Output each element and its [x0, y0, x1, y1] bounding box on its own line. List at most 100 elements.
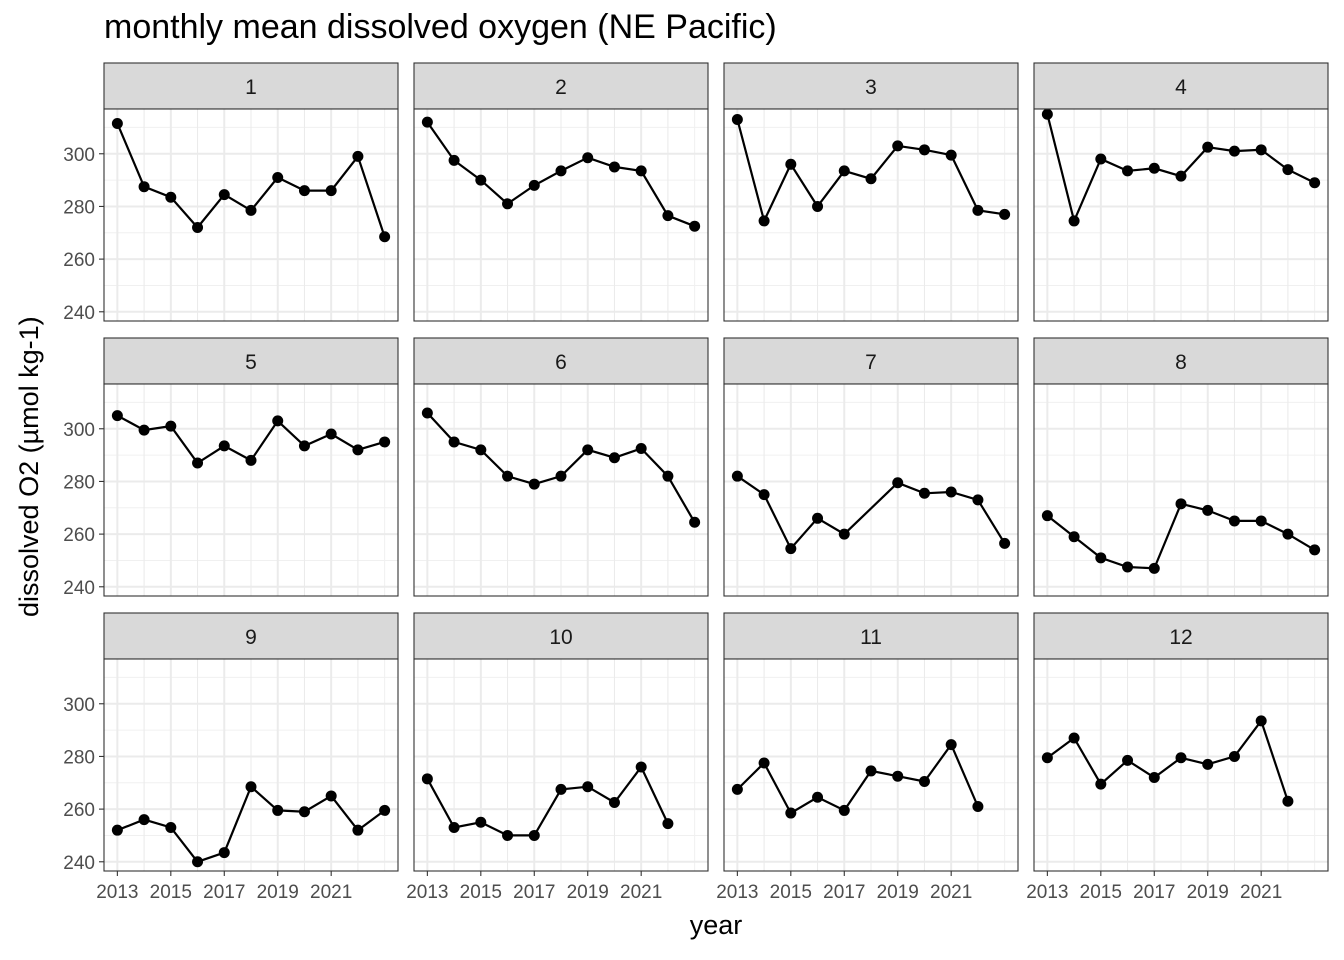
data-point	[945, 149, 957, 161]
data-point	[1255, 144, 1267, 156]
series-line	[736, 742, 979, 815]
data-point	[892, 140, 904, 152]
data-point	[1148, 162, 1160, 174]
x-tick-label: 2021	[310, 882, 352, 903]
y-tick-label: 260	[63, 525, 95, 546]
panel-border	[103, 383, 399, 597]
data-point	[1175, 752, 1187, 764]
chart-title: monthly mean dissolved oxygen (NE Pacifi…	[104, 8, 777, 46]
y-tick-label: 300	[63, 145, 95, 166]
data-point	[1122, 165, 1134, 177]
data-point	[918, 144, 930, 156]
panel-border	[413, 383, 709, 597]
facet-panel-10: 10 2013 2015 2017 2019 2021	[406, 612, 709, 903]
x-tick-label: 2021	[620, 882, 662, 903]
facet-strip-label: 5	[245, 351, 257, 374]
data-point	[555, 470, 567, 482]
data-point	[272, 804, 284, 816]
data-point	[379, 804, 391, 816]
data-point	[972, 204, 984, 216]
data-point	[1228, 145, 1240, 157]
data-point	[662, 470, 674, 482]
data-point	[502, 198, 514, 210]
data-point	[812, 512, 824, 524]
panel-border	[413, 108, 709, 322]
data-point	[218, 440, 230, 452]
data-point	[945, 486, 957, 498]
x-tick-label: 2017	[1133, 882, 1175, 903]
data-point	[785, 543, 797, 555]
data-point	[555, 165, 567, 177]
x-tick-label: 2019	[1187, 882, 1229, 903]
facet-strip-label: 6	[555, 351, 567, 374]
facet-panel-1: 1 240 260 280 300	[63, 62, 399, 324]
data-point	[1068, 531, 1080, 543]
data-point	[812, 791, 824, 803]
data-point	[298, 185, 310, 197]
facet-strip-label: 1	[245, 76, 257, 99]
data-point	[689, 220, 701, 232]
data-point	[138, 424, 150, 436]
data-point	[758, 757, 770, 769]
panel-border	[103, 108, 399, 322]
facet-panel-3: 3	[723, 62, 1019, 322]
data-point	[421, 116, 433, 128]
data-point	[972, 800, 984, 812]
facet-strip-label: 11	[860, 626, 882, 649]
series-line	[736, 475, 1006, 551]
x-tick-label: 2017	[203, 882, 245, 903]
data-point	[352, 824, 364, 836]
data-point	[475, 816, 487, 828]
data-point	[662, 818, 674, 830]
data-point	[812, 200, 824, 212]
facet-panel-4: 4	[1033, 62, 1329, 322]
x-tick-label: 2013	[716, 882, 758, 903]
facet-strip	[413, 337, 709, 385]
data-point	[731, 470, 743, 482]
panel-border	[413, 658, 709, 872]
facet-strip-label: 3	[865, 76, 877, 99]
data-point	[582, 152, 594, 164]
data-point	[972, 494, 984, 506]
data-point	[272, 415, 284, 427]
data-point	[608, 161, 620, 173]
data-point	[608, 797, 620, 809]
data-point	[111, 824, 123, 836]
data-point	[352, 150, 364, 162]
data-point	[1095, 153, 1107, 165]
data-point	[731, 114, 743, 126]
data-point	[528, 478, 540, 490]
y-tick-label: 300	[63, 420, 95, 441]
data-point	[1041, 108, 1053, 120]
data-point	[1202, 141, 1214, 153]
data-point	[838, 528, 850, 540]
facet-strip-label: 4	[1175, 76, 1187, 99]
panel-border	[723, 108, 1019, 322]
data-point	[785, 158, 797, 170]
data-point	[582, 781, 594, 793]
data-point	[999, 537, 1011, 549]
data-point	[448, 822, 460, 834]
y-tick-label: 260	[63, 800, 95, 821]
x-tick-label: 2021	[1240, 882, 1282, 903]
data-point	[555, 783, 567, 795]
data-point	[582, 444, 594, 456]
data-point	[138, 814, 150, 826]
data-point	[662, 210, 674, 222]
x-tick-label: 2015	[1080, 882, 1122, 903]
data-point	[1095, 552, 1107, 564]
facet-strip	[1033, 337, 1329, 385]
facet-strip	[103, 612, 399, 660]
facet-strip-label: 2	[555, 76, 567, 99]
facet-panel-5: 5 240 260 280 300	[63, 337, 399, 599]
data-point	[1068, 732, 1080, 744]
data-point	[838, 165, 850, 177]
data-point	[325, 428, 337, 440]
data-point	[608, 452, 620, 464]
facet-panel-9: 9 240 260 280 300 2013 2015 2017 2019 2021	[63, 612, 399, 903]
x-tick-label: 2013	[96, 882, 138, 903]
data-point	[1255, 515, 1267, 527]
data-point	[379, 436, 391, 448]
y-axis-label: dissolved O2 (µmol kg-1)	[14, 316, 44, 618]
